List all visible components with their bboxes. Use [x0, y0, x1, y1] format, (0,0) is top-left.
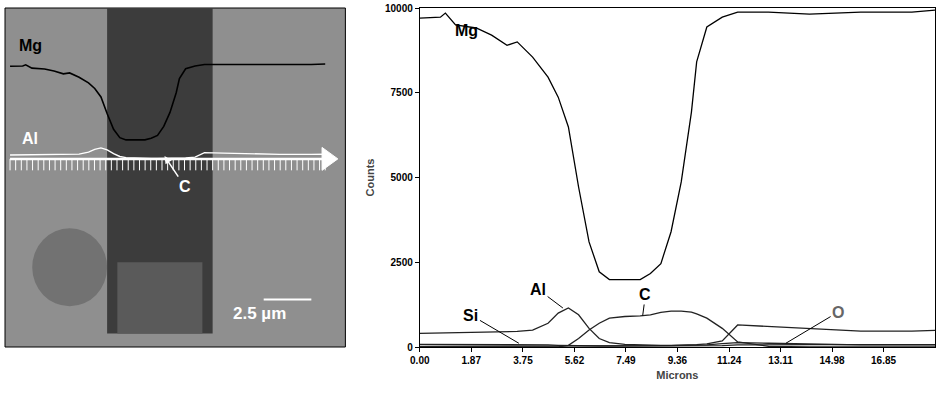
- svg-text:0.00: 0.00: [410, 355, 430, 366]
- svg-text:9.36: 9.36: [668, 355, 688, 366]
- svg-text:Al: Al: [530, 281, 546, 298]
- svg-text:Counts: Counts: [364, 159, 376, 197]
- svg-text:5000: 5000: [391, 172, 414, 183]
- svg-text:Al: Al: [22, 130, 38, 147]
- svg-text:10000: 10000: [385, 3, 413, 14]
- svg-text:7.49: 7.49: [616, 355, 636, 366]
- svg-text:Mg: Mg: [455, 22, 478, 39]
- svg-text:2500: 2500: [391, 257, 414, 268]
- svg-text:11.24: 11.24: [717, 355, 742, 366]
- svg-text:14.98: 14.98: [820, 355, 845, 366]
- svg-text:O: O: [832, 304, 844, 321]
- svg-text:7500: 7500: [391, 87, 414, 98]
- svg-text:16.85: 16.85: [871, 355, 896, 366]
- svg-text:3.75: 3.75: [513, 355, 533, 366]
- svg-text:Mg: Mg: [19, 37, 42, 54]
- svg-text:C: C: [639, 286, 651, 303]
- svg-text:Microns: Microns: [656, 369, 698, 381]
- svg-text:C: C: [179, 178, 191, 195]
- svg-text:Si: Si: [463, 307, 478, 324]
- svg-text:0: 0: [407, 342, 413, 353]
- svg-text:1.87: 1.87: [462, 355, 482, 366]
- svg-text:13.11: 13.11: [768, 355, 793, 366]
- svg-text:5.62: 5.62: [565, 355, 585, 366]
- svg-text:2.5 µm: 2.5 µm: [233, 304, 286, 323]
